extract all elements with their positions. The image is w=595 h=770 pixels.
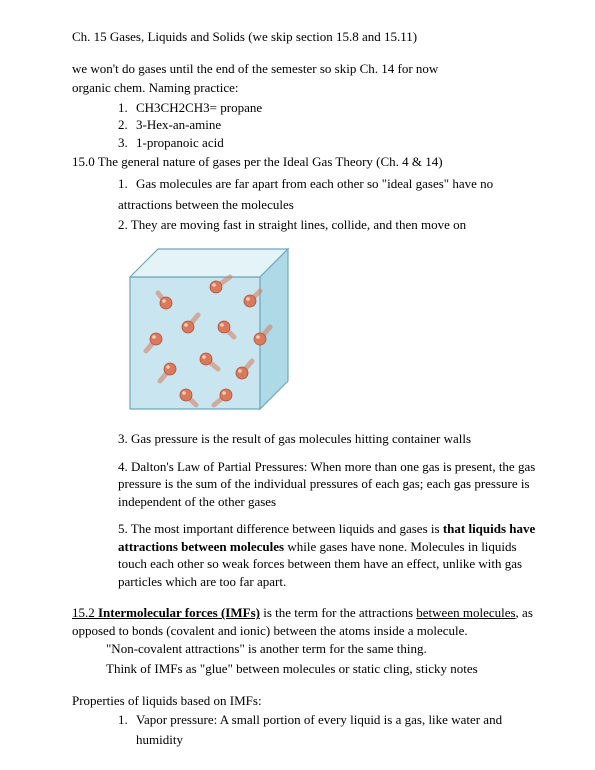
list-number: 2. bbox=[118, 116, 136, 134]
intro-line-1: we won't do gases until the end of the s… bbox=[72, 60, 547, 78]
list-number: 1. bbox=[118, 711, 136, 729]
list-number: 1. bbox=[118, 175, 136, 193]
gas-theory-list: 1. Gas molecules are far apart from each… bbox=[118, 175, 547, 193]
glue-line: Think of IMFs as "glue" between molecule… bbox=[72, 660, 547, 678]
intro-line-2: organic chem. Naming practice: bbox=[72, 79, 547, 97]
list-text-cont: attractions between the molecules bbox=[118, 196, 547, 214]
underline-text: 15.2 bbox=[72, 605, 98, 620]
cube-icon bbox=[118, 243, 294, 415]
list-number: 3. bbox=[118, 134, 136, 152]
list-text-cont: humidity bbox=[136, 731, 547, 749]
properties-heading: Properties of liquids based on IMFs: bbox=[72, 692, 547, 710]
noncovalent-line: "Non-covalent attractions" is another te… bbox=[72, 640, 547, 658]
list-text: Vapor pressure: A small portion of every… bbox=[136, 711, 502, 729]
list-item: 1. Vapor pressure: A small portion of ev… bbox=[118, 711, 547, 729]
section-15-2: 15.2 Intermolecular forces (IMFs) is the… bbox=[72, 604, 547, 639]
naming-list: 1. CH3CH2CH3= propane 2. 3-Hex-an-amine … bbox=[118, 99, 547, 152]
list-text: CH3CH2CH3= propane bbox=[136, 99, 262, 117]
list-item: 2. 3-Hex-an-amine bbox=[118, 116, 547, 134]
list-text: 1-propanoic acid bbox=[136, 134, 224, 152]
list-text: Gas molecules are far apart from each ot… bbox=[136, 175, 493, 193]
text-part: 5. The most important difference between… bbox=[118, 521, 443, 536]
list-number: 1. bbox=[118, 99, 136, 117]
list-text: 3-Hex-an-amine bbox=[136, 116, 221, 134]
list-item-3: 3. Gas pressure is the result of gas mol… bbox=[118, 430, 547, 448]
page-title: Ch. 15 Gases, Liquids and Solids (we ski… bbox=[72, 28, 547, 46]
properties-list: 1. Vapor pressure: A small portion of ev… bbox=[118, 711, 547, 729]
list-item-2: 2. They are moving fast in straight line… bbox=[118, 216, 547, 234]
list-item: 1. CH3CH2CH3= propane bbox=[118, 99, 547, 117]
list-item-5: 5. The most important difference between… bbox=[118, 520, 547, 590]
list-item: 3. 1-propanoic acid bbox=[118, 134, 547, 152]
list-item: 1. Gas molecules are far apart from each… bbox=[118, 175, 547, 193]
list-item-4: 4. Dalton's Law of Partial Pressures: Wh… bbox=[118, 458, 547, 511]
section-15-0: 15.0 The general nature of gases per the… bbox=[72, 153, 547, 171]
gas-cube-figure bbox=[118, 243, 547, 420]
text-part: is the term for the attractions bbox=[260, 605, 416, 620]
bold-underline-text: Intermolecular forces (IMFs) bbox=[98, 605, 260, 620]
underline-text: between molecules bbox=[416, 605, 515, 620]
